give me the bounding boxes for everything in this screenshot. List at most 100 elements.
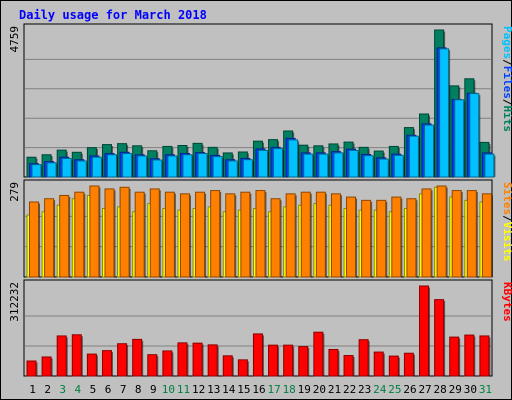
bar-pages-day-1	[31, 164, 43, 178]
bar-kbytes-day-10	[162, 350, 174, 377]
bar-pages-day-22	[348, 149, 360, 178]
day-label: 22	[343, 383, 356, 396]
bar-sites-day-16	[255, 190, 267, 278]
bar-kbytes-day-16	[252, 333, 264, 377]
bar-sites-day-13	[210, 190, 222, 278]
bar-kbytes-day-24	[373, 351, 385, 377]
legend-entry: Visits	[501, 222, 512, 262]
bar-pages-day-31	[484, 153, 496, 178]
bar-pages-day-21	[333, 152, 345, 178]
bar-pages-day-20	[318, 153, 330, 178]
bar-pages-day-25	[393, 154, 405, 178]
day-label: 14	[222, 383, 236, 396]
chart-title: Daily usage for March 2018	[19, 8, 207, 22]
bar-sites-day-10	[164, 191, 176, 278]
day-label: 28	[434, 383, 447, 396]
legend-entry: Pages	[501, 26, 512, 59]
bar-pages-day-30	[469, 93, 481, 178]
bar-kbytes-day-23	[358, 339, 370, 377]
day-label: 31	[479, 383, 492, 396]
legend-entry: Hits	[501, 106, 512, 133]
bar-sites-day-28	[436, 185, 448, 278]
day-label: 21	[328, 383, 341, 396]
day-label: 8	[135, 383, 142, 396]
bar-pages-day-16	[257, 149, 269, 178]
panel-legend: Sites/Visits	[501, 182, 512, 262]
bar-kbytes-day-19	[298, 346, 310, 377]
day-label: 11	[177, 383, 190, 396]
bar-kbytes-day-14	[222, 355, 234, 377]
day-label: 9	[150, 383, 157, 396]
bar-sites-day-11	[179, 193, 191, 278]
bar-sites-day-8	[134, 191, 146, 278]
bar-kbytes-day-25	[388, 355, 400, 377]
bar-kbytes-day-17	[268, 344, 280, 377]
bar-pages-day-23	[363, 155, 375, 178]
bar-sites-day-25	[391, 196, 403, 278]
bar-pages-day-9	[152, 159, 164, 178]
bar-sites-day-31	[481, 193, 493, 278]
bar-sites-day-9	[149, 188, 161, 278]
bar-pages-day-19	[303, 153, 315, 178]
day-label: 6	[105, 383, 112, 396]
bar-pages-day-26	[408, 135, 420, 178]
bar-kbytes-day-29	[449, 336, 461, 377]
day-label: 24	[373, 383, 387, 396]
day-label: 1	[29, 383, 36, 396]
bar-kbytes-day-22	[343, 355, 355, 377]
bar-kbytes-day-3	[56, 335, 68, 377]
bar-pages-day-7	[122, 153, 134, 178]
bar-kbytes-day-5	[86, 353, 98, 377]
bar-pages-day-8	[137, 155, 149, 178]
bar-kbytes-day-18	[283, 344, 295, 377]
bar-sites-day-1	[29, 201, 40, 278]
bar-sites-day-19	[300, 191, 312, 278]
bar-sites-day-14	[225, 193, 237, 278]
bar-pages-day-13	[212, 156, 224, 178]
bar-kbytes-day-13	[207, 344, 219, 377]
day-label: 20	[313, 383, 326, 396]
bar-kbytes-day-12	[192, 342, 204, 377]
day-label: 30	[464, 383, 477, 396]
legend-entry: /	[501, 99, 512, 106]
legend-entry: /	[501, 59, 512, 66]
bar-sites-day-6	[104, 188, 116, 278]
bar-kbytes-day-6	[101, 350, 113, 377]
bar-sites-day-24	[376, 199, 388, 278]
bar-pages-day-6	[106, 154, 118, 178]
day-label: 17	[267, 383, 280, 396]
bar-pages-day-29	[454, 99, 466, 178]
legend-entry: Files	[501, 66, 512, 99]
bar-sites-day-21	[330, 193, 342, 278]
bar-kbytes-day-2	[41, 356, 53, 377]
bar-sites-day-3	[59, 194, 71, 278]
day-label: 2	[44, 383, 51, 396]
bar-pages-day-12	[197, 153, 209, 178]
day-label: 10	[162, 383, 175, 396]
bar-pages-day-10	[167, 155, 179, 178]
bar-pages-day-28	[439, 48, 451, 178]
bar-kbytes-day-4	[71, 334, 83, 377]
panel-max-label: 4759	[8, 26, 21, 53]
panel-max-label: 312232	[8, 282, 21, 322]
bar-kbytes-day-21	[328, 348, 340, 377]
day-label: 29	[449, 383, 462, 396]
bar-sites-day-18	[285, 193, 297, 278]
bar-kbytes-day-15	[237, 359, 249, 377]
bar-sites-day-5	[89, 185, 101, 278]
bar-sites-day-29	[451, 190, 463, 278]
bar-pages-day-4	[76, 160, 88, 178]
panel-kbytes: 312232 KBytes	[8, 279, 512, 377]
day-label: 15	[237, 383, 250, 396]
day-label: 26	[403, 383, 416, 396]
bar-pages-day-14	[227, 160, 239, 178]
day-label: 3	[59, 383, 66, 396]
bar-pages-day-24	[378, 158, 390, 178]
day-label: 7	[120, 383, 127, 396]
bar-kbytes-day-27	[419, 285, 431, 377]
bar-sites-day-2	[44, 198, 56, 278]
panel-max-label: 279	[8, 182, 21, 202]
bar-kbytes-day-28	[434, 299, 446, 377]
